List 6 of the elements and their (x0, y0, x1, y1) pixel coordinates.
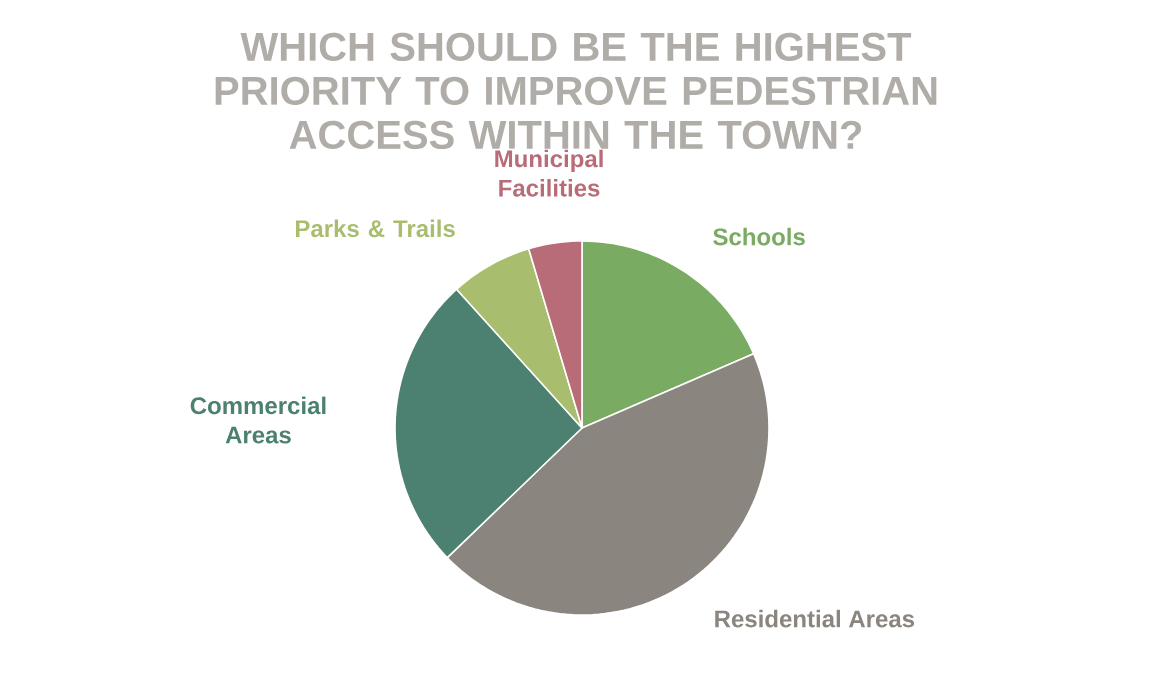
chart-title: WHICH SHOULD BE THE HIGHEST PRIORITY TO IMPROVE PEDESTRIAN ACCESS WITHIN THE TOWN? (215, 32, 937, 150)
slice-label: Parks & Trails (295, 219, 455, 238)
slice-label: Commercial Areas (190, 396, 326, 444)
slice-label: Schools (713, 227, 805, 246)
slice-label: Residential Areas (715, 609, 915, 628)
slice-label: Municipal Facilities (495, 149, 603, 197)
